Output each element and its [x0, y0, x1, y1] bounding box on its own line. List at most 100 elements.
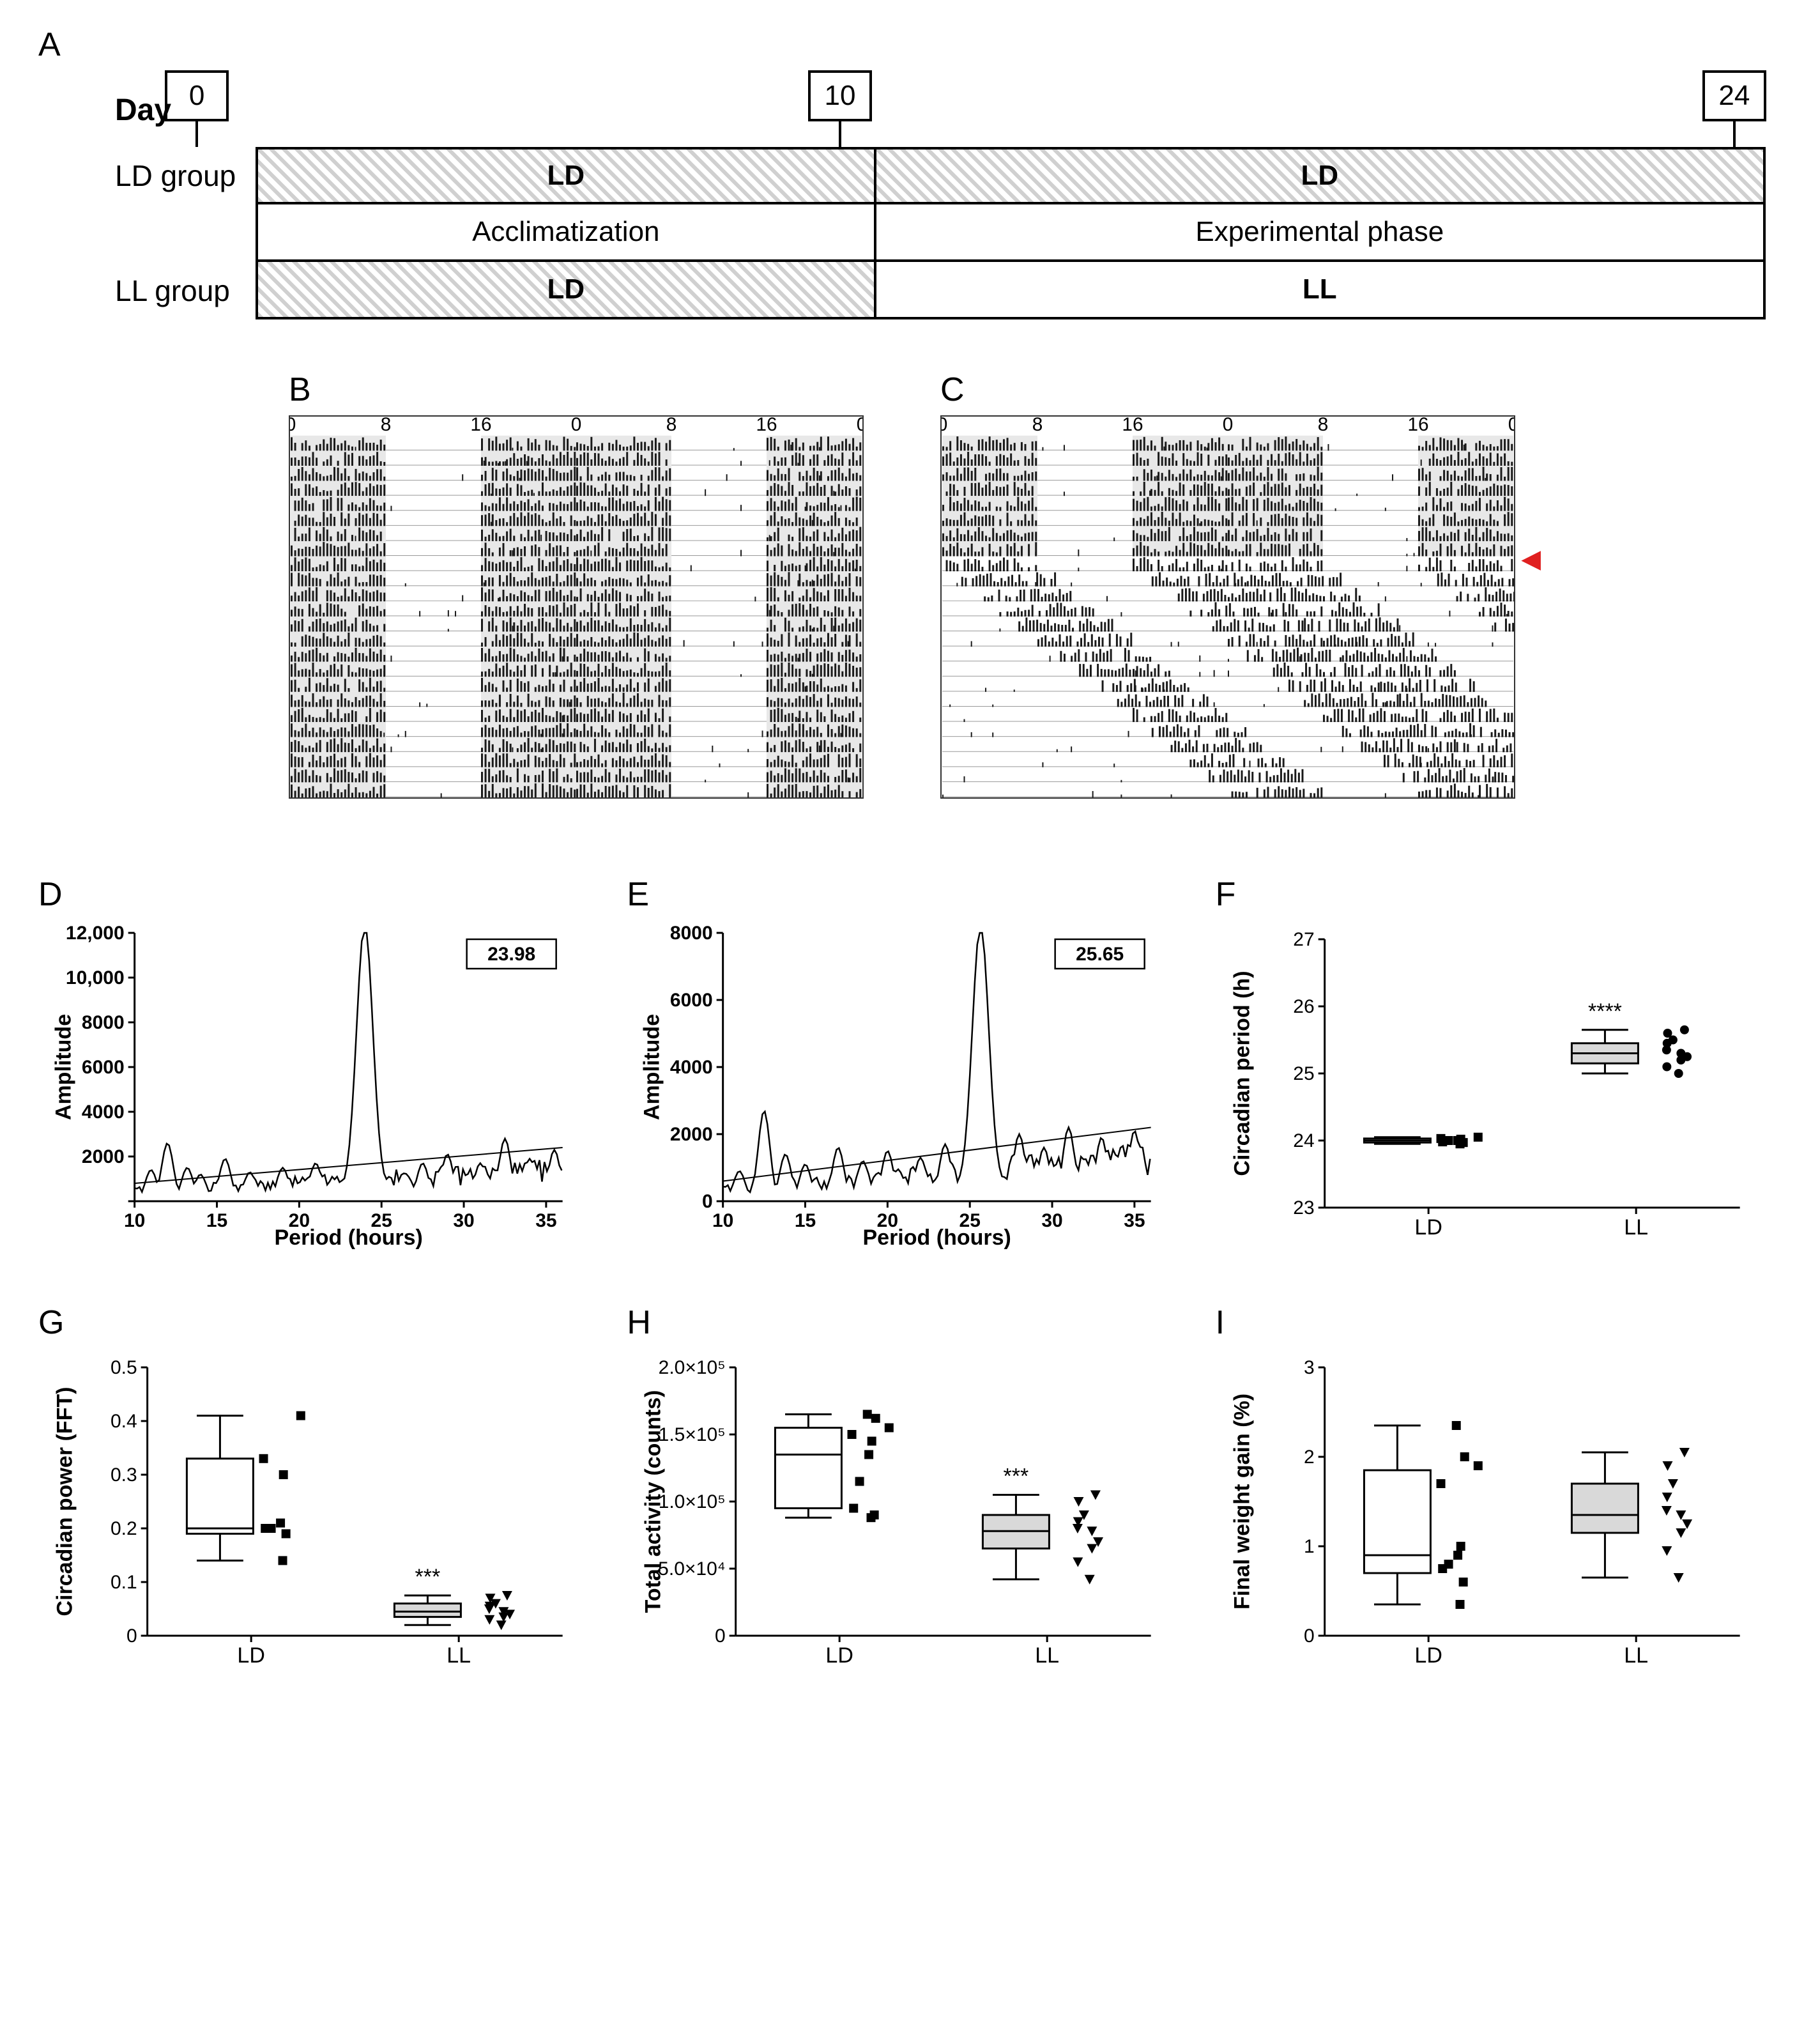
panel-D-label: D — [38, 875, 588, 914]
svg-text:LD: LD — [1414, 1643, 1442, 1668]
svg-text:Amplitude: Amplitude — [52, 1014, 76, 1120]
svg-text:0: 0 — [290, 417, 296, 435]
boxplot-I: 0123Final weight gain (%)LDLL — [1216, 1348, 1766, 1680]
svg-text:LL: LL — [1624, 1215, 1648, 1240]
actogram-C: 081608160 ◀ — [940, 415, 1515, 799]
panel-A-grid: LD groupLDLDAcclimatizationExperimental … — [115, 147, 1766, 319]
panel-B-label: B — [289, 371, 864, 409]
svg-text:0: 0 — [702, 1191, 713, 1212]
row-DEF: D 101520253035200040006000800010,00012,0… — [38, 875, 1766, 1252]
row-GHI: G 00.10.20.30.40.5Circadian power (FFT)L… — [38, 1303, 1766, 1680]
svg-text:15: 15 — [206, 1210, 227, 1231]
svg-text:26: 26 — [1293, 996, 1314, 1017]
svg-text:10,000: 10,000 — [66, 967, 125, 988]
panel-A-cell: Experimental phase — [876, 204, 1766, 262]
svg-text:5.0×10⁴: 5.0×10⁴ — [659, 1558, 726, 1579]
svg-text:LL: LL — [1036, 1643, 1060, 1668]
svg-text:25.65: 25.65 — [1076, 944, 1124, 965]
svg-text:0.5: 0.5 — [111, 1357, 137, 1378]
panel-F-label: F — [1216, 875, 1766, 914]
day-boxes: 01024 — [197, 70, 1766, 128]
svg-text:Period (hours): Period (hours) — [274, 1226, 422, 1250]
panel-D: D 101520253035200040006000800010,00012,0… — [38, 875, 588, 1252]
svg-text:Period (hours): Period (hours) — [863, 1226, 1011, 1250]
svg-text:8: 8 — [666, 417, 677, 435]
svg-text:35: 35 — [535, 1210, 556, 1231]
periodogram-E: 10152025303502000400060008000Period (hou… — [627, 920, 1177, 1252]
svg-text:0: 0 — [126, 1625, 137, 1647]
svg-text:30: 30 — [453, 1210, 474, 1231]
panel-I-label: I — [1216, 1303, 1766, 1342]
svg-text:16: 16 — [756, 417, 777, 435]
svg-text:****: **** — [1588, 999, 1622, 1024]
svg-text:Final weight gain (%): Final weight gain (%) — [1230, 1394, 1254, 1610]
panel-E: E 10152025303502000400060008000Period (h… — [627, 875, 1177, 1252]
svg-text:25: 25 — [1293, 1063, 1314, 1084]
svg-text:6000: 6000 — [670, 990, 713, 1011]
svg-text:0: 0 — [942, 417, 947, 435]
svg-text:1.0×10⁵: 1.0×10⁵ — [659, 1491, 726, 1512]
svg-text:0.3: 0.3 — [111, 1464, 137, 1486]
row-BC: B 081608160 C 081608160 ◀ — [38, 371, 1766, 799]
svg-text:2000: 2000 — [82, 1146, 125, 1167]
svg-text:16: 16 — [1122, 417, 1143, 435]
panel-A-day-row: Day 0 10 24 — [115, 70, 1766, 128]
panel-A-cell: LD — [258, 262, 876, 319]
panel-A-label: A — [38, 26, 1766, 64]
boxplot-H: 05.0×10⁴1.0×10⁵1.5×10⁵2.0×10⁵Total activ… — [627, 1348, 1177, 1680]
svg-text:8: 8 — [381, 417, 392, 435]
svg-text:8000: 8000 — [82, 1012, 125, 1033]
figure-root: A Day 01024 LD groupLDLDAcclimatizationE… — [38, 26, 1766, 1680]
day-label: Day — [115, 93, 171, 128]
svg-text:Amplitude: Amplitude — [640, 1014, 664, 1120]
svg-text:12,000: 12,000 — [66, 923, 125, 944]
svg-text:Circadian power (FFT): Circadian power (FFT) — [53, 1387, 77, 1617]
svg-text:0.2: 0.2 — [111, 1518, 137, 1539]
svg-text:8000: 8000 — [670, 923, 713, 944]
svg-text:Total activity (counts): Total activity (counts) — [641, 1390, 666, 1613]
svg-text:0.1: 0.1 — [111, 1572, 137, 1593]
panel-A-row-label — [115, 204, 256, 262]
svg-text:35: 35 — [1124, 1210, 1145, 1231]
svg-text:23.98: 23.98 — [487, 944, 535, 965]
svg-text:0.4: 0.4 — [111, 1411, 137, 1432]
svg-text:LD: LD — [237, 1643, 264, 1668]
svg-text:Circadian period (h): Circadian period (h) — [1230, 971, 1254, 1176]
panel-A-cell: LD — [876, 147, 1766, 204]
panel-I: I 0123Final weight gain (%)LDLL — [1216, 1303, 1766, 1680]
day-box: 24 — [1702, 70, 1766, 121]
svg-text:23: 23 — [1293, 1197, 1314, 1218]
svg-text:2: 2 — [1304, 1447, 1315, 1468]
periodogram-D: 101520253035200040006000800010,00012,000… — [38, 920, 588, 1252]
panel-F: F 2324252627Circadian period (h)LDLL**** — [1216, 875, 1766, 1252]
day-box: 10 — [808, 70, 872, 121]
day-box: 0 — [165, 70, 229, 121]
svg-text:1: 1 — [1304, 1536, 1315, 1557]
panel-E-label: E — [627, 875, 1177, 914]
boxplot-F: 2324252627Circadian period (h)LDLL**** — [1216, 920, 1766, 1252]
panel-A-row-label: LL group — [115, 262, 256, 319]
svg-text:15: 15 — [795, 1210, 816, 1231]
svg-text:2000: 2000 — [670, 1124, 713, 1145]
svg-text:6000: 6000 — [82, 1057, 125, 1078]
panel-H-label: H — [627, 1303, 1177, 1342]
svg-text:0: 0 — [1223, 417, 1234, 435]
svg-text:1.5×10⁵: 1.5×10⁵ — [659, 1424, 726, 1445]
svg-text:10: 10 — [712, 1210, 733, 1231]
svg-text:0: 0 — [571, 417, 582, 435]
svg-text:16: 16 — [1407, 417, 1428, 435]
svg-text:27: 27 — [1293, 929, 1314, 950]
svg-text:8: 8 — [1318, 417, 1329, 435]
panel-H: H 05.0×10⁴1.0×10⁵1.5×10⁵2.0×10⁵Total act… — [627, 1303, 1177, 1680]
panel-A-cell: Acclimatization — [258, 204, 876, 262]
svg-text:8: 8 — [1032, 417, 1043, 435]
svg-text:30: 30 — [1042, 1210, 1063, 1231]
panel-B: B 081608160 — [289, 371, 864, 799]
svg-text:LL: LL — [1624, 1643, 1648, 1668]
svg-text:LL: LL — [447, 1643, 471, 1668]
svg-text:0: 0 — [1304, 1625, 1315, 1647]
svg-text:***: *** — [415, 1565, 441, 1589]
svg-text:0: 0 — [857, 417, 862, 435]
svg-text:0: 0 — [1508, 417, 1514, 435]
svg-text:4000: 4000 — [670, 1057, 713, 1078]
